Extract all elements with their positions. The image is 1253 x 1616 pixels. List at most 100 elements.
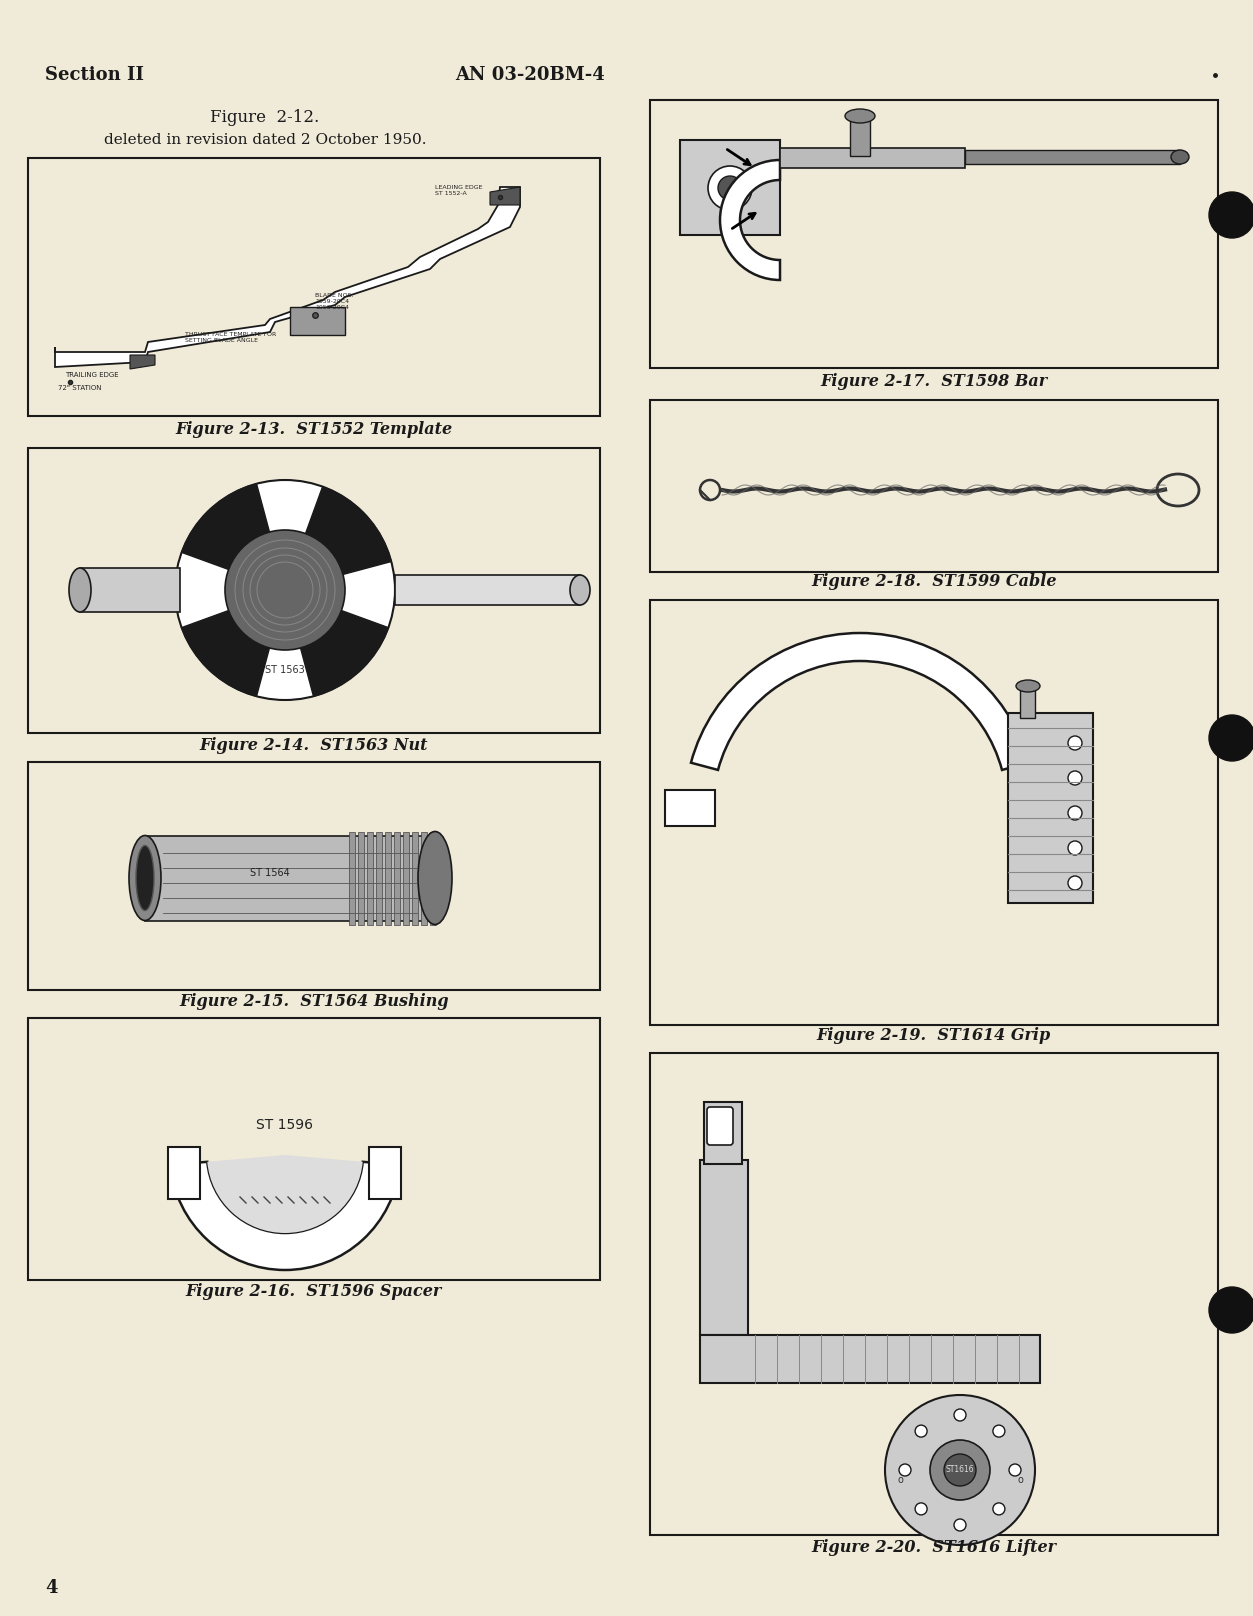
Polygon shape	[130, 356, 155, 368]
Bar	[412, 832, 419, 924]
Circle shape	[1209, 714, 1253, 761]
Text: Figure  2-12.: Figure 2-12.	[211, 110, 320, 126]
Wedge shape	[284, 590, 388, 696]
Bar	[421, 832, 427, 924]
Bar	[965, 150, 1180, 163]
Circle shape	[992, 1503, 1005, 1514]
Text: Figure 2-17.  ST1598 Bar: Figure 2-17. ST1598 Bar	[821, 373, 1048, 391]
Wedge shape	[182, 483, 284, 590]
Circle shape	[954, 1519, 966, 1530]
Text: ST 1563: ST 1563	[266, 666, 304, 675]
Text: o: o	[1017, 1475, 1022, 1485]
Text: ST 1564: ST 1564	[251, 868, 289, 877]
Text: THRUST FACE TEMPLATE FOR
SETTING BLADE ANGLE: THRUST FACE TEMPLATE FOR SETTING BLADE A…	[185, 333, 276, 343]
Circle shape	[175, 480, 395, 700]
Wedge shape	[182, 590, 284, 696]
Ellipse shape	[419, 832, 452, 924]
Circle shape	[1209, 1286, 1253, 1333]
Text: Figure 2-13.  ST1552 Template: Figure 2-13. ST1552 Template	[175, 422, 452, 438]
Circle shape	[1009, 1464, 1021, 1475]
Circle shape	[885, 1395, 1035, 1545]
Ellipse shape	[1016, 680, 1040, 692]
Bar	[168, 1147, 200, 1199]
Text: ST 1596: ST 1596	[257, 1118, 313, 1131]
Text: ST1616: ST1616	[946, 1466, 975, 1474]
Bar	[650, 1054, 1218, 1535]
Bar	[781, 149, 965, 168]
Bar	[289, 307, 345, 335]
Circle shape	[708, 166, 752, 210]
Ellipse shape	[69, 567, 91, 612]
Wedge shape	[170, 1162, 400, 1270]
Text: 4: 4	[45, 1579, 58, 1597]
Text: Figure 2-16.  ST1596 Spacer: Figure 2-16. ST1596 Spacer	[185, 1283, 442, 1301]
Bar	[430, 832, 436, 924]
Bar	[850, 118, 870, 157]
Wedge shape	[690, 633, 1029, 769]
Text: deleted in revision dated 2 October 1950.: deleted in revision dated 2 October 1950…	[104, 133, 426, 147]
Text: Figure 2-14.  ST1563 Nut: Figure 2-14. ST1563 Nut	[199, 737, 429, 753]
Ellipse shape	[129, 835, 160, 921]
Bar	[358, 832, 365, 924]
Bar	[680, 141, 781, 234]
Circle shape	[1068, 735, 1083, 750]
Wedge shape	[207, 1155, 362, 1233]
Bar	[393, 832, 400, 924]
Bar	[350, 832, 355, 924]
Bar	[80, 567, 180, 612]
Bar	[650, 100, 1218, 368]
Circle shape	[226, 530, 345, 650]
Text: Figure 2-15.  ST1564 Bushing: Figure 2-15. ST1564 Bushing	[179, 994, 449, 1010]
Circle shape	[1068, 806, 1083, 819]
Bar	[368, 1147, 401, 1199]
Circle shape	[1068, 876, 1083, 890]
Ellipse shape	[845, 108, 875, 123]
Wedge shape	[284, 486, 391, 590]
Text: LEADING EDGE
ST 1552-A: LEADING EDGE ST 1552-A	[435, 186, 482, 196]
FancyBboxPatch shape	[707, 1107, 733, 1146]
Circle shape	[954, 1409, 966, 1420]
Text: BLADE NOS.
1059-20C4
1056-20C4: BLADE NOS. 1059-20C4 1056-20C4	[315, 294, 353, 310]
Circle shape	[718, 176, 742, 200]
Bar	[367, 832, 373, 924]
Circle shape	[944, 1454, 976, 1487]
Ellipse shape	[570, 575, 590, 604]
Text: Section II: Section II	[45, 66, 144, 84]
Bar	[1007, 713, 1093, 903]
Bar	[145, 835, 435, 921]
Bar	[704, 1102, 742, 1164]
Wedge shape	[720, 160, 781, 280]
Circle shape	[915, 1425, 927, 1437]
Bar	[28, 158, 600, 415]
Text: Figure 2-20.  ST1616 Lifter: Figure 2-20. ST1616 Lifter	[812, 1538, 1056, 1556]
Circle shape	[1068, 840, 1083, 855]
Circle shape	[1068, 771, 1083, 785]
Text: AN 03-20BM-4: AN 03-20BM-4	[455, 66, 605, 84]
Text: Figure 2-18.  ST1599 Cable: Figure 2-18. ST1599 Cable	[811, 574, 1056, 590]
Ellipse shape	[1172, 150, 1189, 163]
Bar	[376, 832, 382, 924]
Circle shape	[1209, 192, 1253, 238]
Ellipse shape	[137, 845, 154, 910]
Circle shape	[898, 1464, 911, 1475]
Bar	[28, 1018, 600, 1280]
Bar	[1020, 688, 1035, 718]
Text: 72" STATION: 72" STATION	[58, 385, 101, 391]
Text: TRAILING EDGE: TRAILING EDGE	[65, 372, 119, 378]
Polygon shape	[490, 187, 520, 205]
Bar	[28, 763, 600, 991]
Bar	[395, 575, 580, 604]
Bar	[665, 790, 715, 826]
Bar	[650, 600, 1218, 1025]
Bar	[28, 448, 600, 734]
Circle shape	[930, 1440, 990, 1500]
Circle shape	[992, 1425, 1005, 1437]
Polygon shape	[55, 187, 520, 367]
Bar	[385, 832, 391, 924]
Bar	[403, 832, 408, 924]
Text: o: o	[897, 1475, 903, 1485]
Circle shape	[915, 1503, 927, 1514]
Text: Figure 2-19.  ST1614 Grip: Figure 2-19. ST1614 Grip	[817, 1026, 1051, 1044]
Bar	[700, 1335, 1040, 1383]
Bar	[700, 1160, 748, 1335]
